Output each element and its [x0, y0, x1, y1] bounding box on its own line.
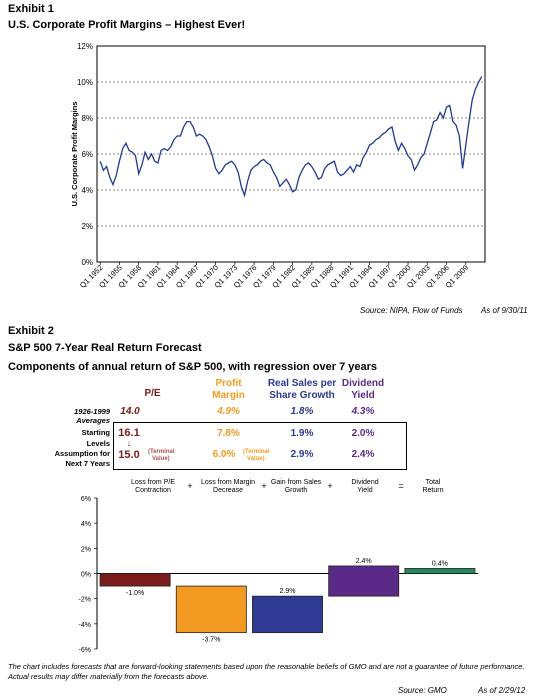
plus-sign-3: + [327, 481, 333, 491]
component-div-label: Dividend Yield [351, 479, 379, 494]
row1-pe: 14.0 [120, 406, 140, 417]
margin-terminal-note-2: Value) [247, 456, 265, 462]
row3-label1: Assumption for [54, 449, 110, 458]
y-tick-label: 2% [81, 546, 91, 553]
bar-value-label: -1.0% [126, 590, 144, 597]
y-tick-label: 0% [81, 258, 93, 267]
bar-value-label: 2.9% [280, 588, 296, 595]
y-tick-label: 6% [81, 496, 91, 503]
row2-pe: 16.1 [118, 427, 140, 439]
bar-3 [252, 595, 323, 634]
row1-label2: Averages [76, 416, 110, 425]
y-tick-label: 6% [81, 150, 93, 159]
exhibit1-label: Exhibit 1 [8, 3, 54, 15]
component-sales-label: Gain from Sales Growth [270, 479, 322, 494]
y-tick-label: -6% [79, 647, 91, 654]
row1-label1: 1926-1999 [74, 407, 110, 416]
row2-margin: 7.8% [217, 428, 240, 439]
y-tick-label: 4% [81, 186, 93, 195]
row2-div: 2.0% [351, 428, 375, 439]
row3-pe: 15.0 [118, 449, 140, 461]
row3-label2: Next 7 Years [65, 459, 110, 468]
bar-value-label: 2.4% [356, 558, 372, 565]
bar-2 [175, 585, 247, 634]
row2-label1: Starting [81, 428, 110, 437]
y-tick-label: -2% [79, 597, 91, 604]
row1-margin: 4.9% [217, 406, 240, 417]
y-tick-label: -4% [79, 622, 91, 629]
bar-1 [99, 573, 171, 587]
row3-div: 2.4% [351, 449, 375, 460]
bar-value-label: 0.4% [432, 560, 448, 567]
header-margin-2: Margin [212, 390, 245, 401]
header-sales-1: Real Sales per [267, 378, 337, 389]
bar-5 [404, 568, 476, 574]
row2-sales: 1.9% [290, 428, 314, 439]
y-tick-label: 12% [77, 42, 93, 51]
forecast-box [113, 422, 407, 470]
pe-arrow-icon: ↓ [126, 438, 132, 448]
profit-margin-series-line [99, 76, 483, 198]
row3-margin: 6.0% [212, 449, 236, 460]
equals-sign: = [398, 481, 404, 491]
exhibit1-asof: As of 9/30/11 [481, 306, 528, 315]
y-axis-label: U.S. Corporate Profit Margins [70, 101, 79, 206]
row3-sales: 2.9% [290, 449, 314, 460]
row1-sales: 1.8% [290, 406, 314, 417]
header-div-1: Dividend [341, 378, 385, 389]
row1-div: 4.3% [351, 406, 375, 417]
bar-value-label: -3.7% [202, 637, 220, 644]
y-tick-label: 8% [81, 114, 93, 123]
y-tick-label: 2% [81, 222, 93, 231]
pe-terminal-note-2: Value) [152, 456, 170, 462]
plus-sign-1: + [187, 481, 193, 491]
header-margin-1: Profit [215, 378, 242, 389]
component-total-label: Total Return [422, 479, 444, 494]
header-pe: P/E [144, 388, 161, 399]
exhibit1-source: Source: NIPA, Flow of Funds [360, 306, 463, 315]
return-components-bar-chart: -6% -4% -2% 0% 2% 4% 6% -1.0% -3.7% 2.9% 2.4% 0.4% [79, 496, 478, 654]
component-pe-label: Loss from P/E Contraction [131, 479, 175, 494]
component-margin-label: Loss from Margin Decrease [200, 479, 256, 494]
plus-sign-2: + [261, 481, 267, 491]
header-div-2: Yield [351, 390, 375, 401]
exhibit2-title: S&P 500 7-Year Real Return Forecast [8, 342, 202, 354]
exhibit2-footnote: The chart includes forecasts that are fo… [8, 662, 525, 681]
bar-4 [328, 565, 400, 597]
pe-terminal-note-1: (Terminal [148, 449, 175, 455]
y-tick-label: 10% [77, 78, 93, 87]
exhibit2-source: Source: GMO [398, 686, 447, 695]
y-tick-label: 4% [81, 521, 91, 528]
exhibit2-asof: As of 2/29/12 [478, 686, 526, 695]
exhibit2-label: Exhibit 2 [8, 325, 54, 337]
y-tick-label: 0% [81, 572, 91, 579]
exhibit2-subtitle: Components of annual return of S&P 500, … [8, 361, 378, 373]
row2-label2: Levels [86, 439, 110, 448]
header-sales-2: Share Growth [269, 390, 335, 401]
exhibit1-title: U.S. Corporate Profit Margins – Highest … [8, 19, 246, 31]
margin-terminal-note-1: (Terminal [243, 449, 270, 455]
